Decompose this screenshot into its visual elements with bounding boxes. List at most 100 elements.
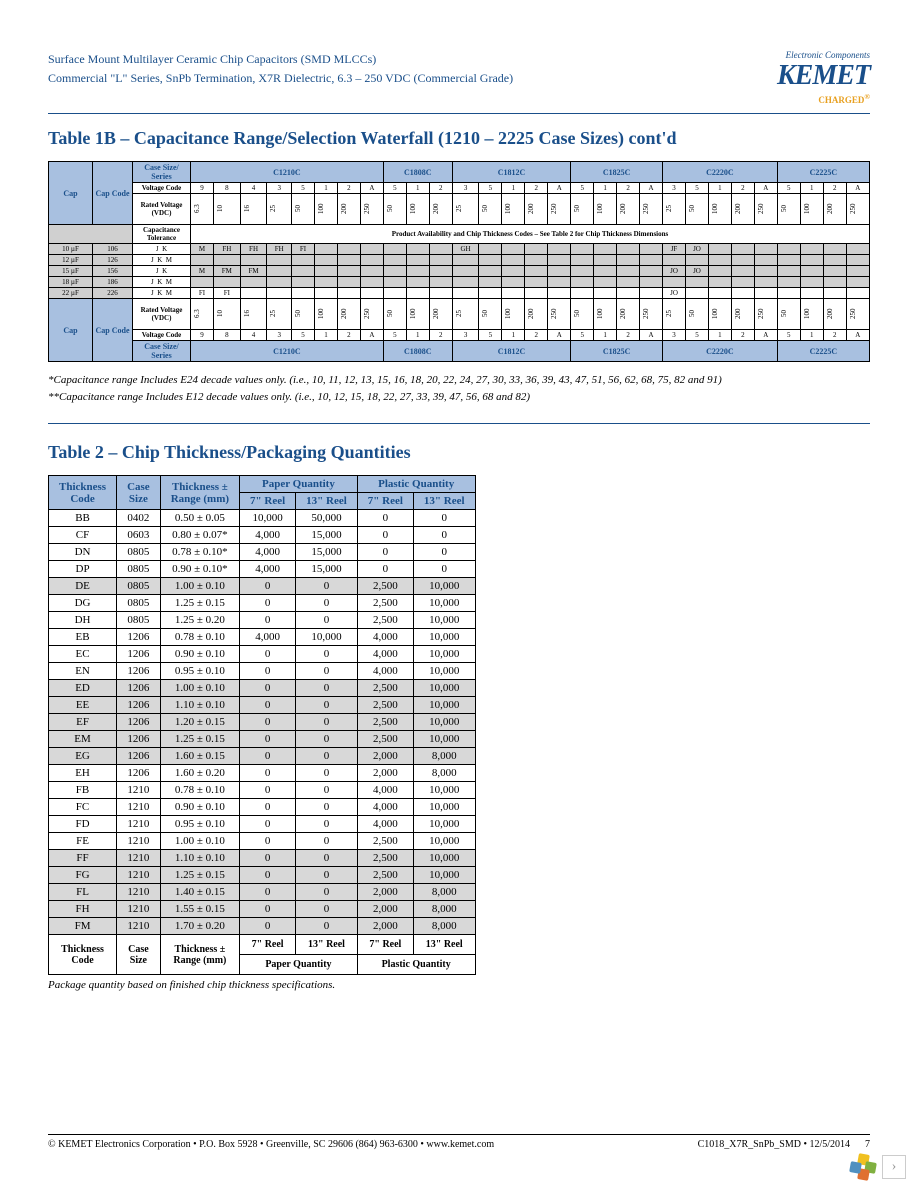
t2-p7: 0: [240, 782, 296, 799]
t1-data: [240, 277, 267, 288]
t1-cell: 25: [663, 299, 686, 330]
t1-cell: 100: [502, 194, 525, 225]
t1-f-c1812: C1812C: [452, 341, 571, 362]
t1-cell: 50: [571, 194, 594, 225]
t1-cell: 25: [452, 194, 479, 225]
t1-h-c1210: C1210C: [191, 162, 384, 183]
t2-code: FM: [49, 918, 117, 935]
t1-data: [617, 244, 640, 255]
t2-range: 1.55 ± 0.15: [160, 901, 239, 918]
t1-data: FI: [213, 288, 240, 299]
t1-data: [360, 277, 383, 288]
t2-pl7: 2,500: [357, 680, 413, 697]
t1-cell: 2: [429, 330, 452, 341]
t1-data: [640, 288, 663, 299]
t1-data: [754, 244, 777, 255]
t1-data: [754, 277, 777, 288]
t2-range: 1.25 ± 0.20: [160, 612, 239, 629]
t1-data: [292, 266, 315, 277]
t1-h-c1825: C1825C: [571, 162, 663, 183]
t1-data: [406, 266, 429, 277]
t1-cell: A: [640, 330, 663, 341]
pinwheel-icon[interactable]: [850, 1154, 876, 1180]
t2-code: FH: [49, 901, 117, 918]
footer-right: C1018_X7R_SnPb_SMD • 12/5/2014 7: [698, 1139, 870, 1150]
t2-size: 1206: [117, 697, 161, 714]
footnote2: **Capacitance range Includes E12 decade …: [48, 389, 870, 406]
header-line2: Commercial "L" Series, SnPb Termination,…: [48, 69, 513, 88]
t1-cell: 4: [240, 183, 267, 194]
t1-cell: 5: [479, 330, 502, 341]
t2-pl7: 2,000: [357, 748, 413, 765]
t1-cell: 3: [452, 330, 479, 341]
t1-cell: A: [548, 183, 571, 194]
t1-data: [617, 277, 640, 288]
t1-data: [525, 255, 548, 266]
t1-data: [479, 266, 502, 277]
t1-data: [731, 266, 754, 277]
t1-data: FM: [213, 266, 240, 277]
logo-tagline: Electronic Components: [777, 50, 870, 60]
t1-data: [267, 288, 292, 299]
t2-p7: 0: [240, 799, 296, 816]
t2-size: 1210: [117, 867, 161, 884]
t2-code: DN: [49, 544, 117, 561]
t1-data: [383, 255, 406, 266]
t1-data: [502, 288, 525, 299]
t2-p13: 50,000: [296, 510, 358, 527]
t2-h-plastic: Plastic Quantity: [357, 476, 475, 493]
t1-data: [452, 255, 479, 266]
t2-code: EN: [49, 663, 117, 680]
t1-data: FH: [267, 244, 292, 255]
t2-p13: 0: [296, 850, 358, 867]
t1-data: [640, 266, 663, 277]
t2-range: 1.25 ± 0.15: [160, 867, 239, 884]
t1-data: [267, 277, 292, 288]
t2-range: 0.80 ± 0.07*: [160, 527, 239, 544]
t1-data: [383, 288, 406, 299]
t2-h-paper: Paper Quantity: [240, 476, 358, 493]
t1-data: [314, 244, 337, 255]
t2-p7: 0: [240, 680, 296, 697]
t1-cell: 10: [213, 299, 240, 330]
t1-data: [823, 266, 846, 277]
next-page-button[interactable]: ›: [882, 1155, 906, 1179]
t1-data: GH: [452, 244, 479, 255]
t1-h-cap: Cap: [49, 162, 93, 225]
t1-cell: 2: [337, 330, 360, 341]
t2-p13: 0: [296, 799, 358, 816]
t1-data: JO: [663, 288, 686, 299]
t1-cell: 6.3: [191, 299, 214, 330]
t1-cell: 100: [594, 299, 617, 330]
t1-cell: 25: [267, 299, 292, 330]
t1-cell: 1: [314, 183, 337, 194]
t2-p13: 0: [296, 884, 358, 901]
t1-data: [406, 255, 429, 266]
t2-pl7: 4,000: [357, 799, 413, 816]
t1-data: [360, 288, 383, 299]
t1-data: [502, 266, 525, 277]
t1-data: [617, 266, 640, 277]
t1-f-c2220: C2220C: [663, 341, 778, 362]
t1-data: [240, 255, 267, 266]
t2-p13: 0: [296, 595, 358, 612]
t2-p7: 4,000: [240, 561, 296, 578]
t2-code: FC: [49, 799, 117, 816]
t2-pl7: 2,500: [357, 731, 413, 748]
t1-cell: 2: [731, 183, 754, 194]
t2-range: 0.78 ± 0.10: [160, 782, 239, 799]
t1-h-c2220: C2220C: [663, 162, 778, 183]
t1-data: [429, 266, 452, 277]
t1-cell: 250: [548, 194, 571, 225]
t1-data: [640, 277, 663, 288]
t1-cell: 250: [640, 299, 663, 330]
t1-h-vc: Voltage Code: [133, 183, 191, 194]
t2-p13: 0: [296, 765, 358, 782]
t1-data: [846, 288, 869, 299]
logo-main: KEMET: [777, 60, 870, 92]
t1-cell: 200: [337, 194, 360, 225]
t2-pl13: 8,000: [413, 901, 475, 918]
t2-p7: 4,000: [240, 527, 296, 544]
t1-data: [406, 244, 429, 255]
t1-data: [777, 266, 800, 277]
